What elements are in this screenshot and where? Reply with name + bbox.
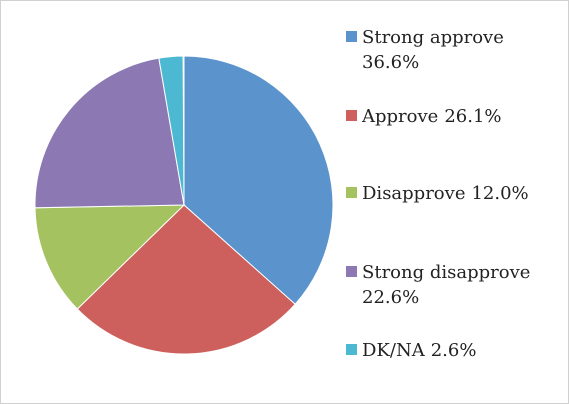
pie-slice xyxy=(158,55,185,206)
legend-label: Strong approve 36.6% xyxy=(362,27,504,73)
legend-value: 36.6% xyxy=(362,52,419,73)
legend-swatch xyxy=(346,187,357,198)
legend-label: DK/NA 2.6% xyxy=(362,340,476,361)
legend-swatch xyxy=(346,31,357,42)
legend-name: Strong disapprove xyxy=(362,262,530,283)
legend-label: Strong disapprove 22.6% xyxy=(362,262,530,308)
legend-name: Approve xyxy=(361,106,438,127)
pie-slice xyxy=(34,57,185,209)
pie-slice xyxy=(76,204,296,355)
legend-name: Disapprove xyxy=(362,183,465,204)
legend-label: Disapprove 12.0% xyxy=(362,183,529,204)
legend-swatch xyxy=(346,266,357,277)
legend-value: 26.1% xyxy=(444,106,501,127)
pie-slice xyxy=(183,55,334,305)
legend-swatch xyxy=(346,110,357,121)
legend-name: Strong approve xyxy=(362,27,504,48)
legend-label: Approve 26.1% xyxy=(361,106,502,127)
legend-value: 2.6% xyxy=(431,340,477,361)
legend-name: DK/NA xyxy=(362,340,426,361)
legend-value: 22.6% xyxy=(362,287,419,308)
legend-value: 12.0% xyxy=(471,183,528,204)
pie-slice xyxy=(34,204,186,310)
legend-swatch xyxy=(346,344,357,355)
